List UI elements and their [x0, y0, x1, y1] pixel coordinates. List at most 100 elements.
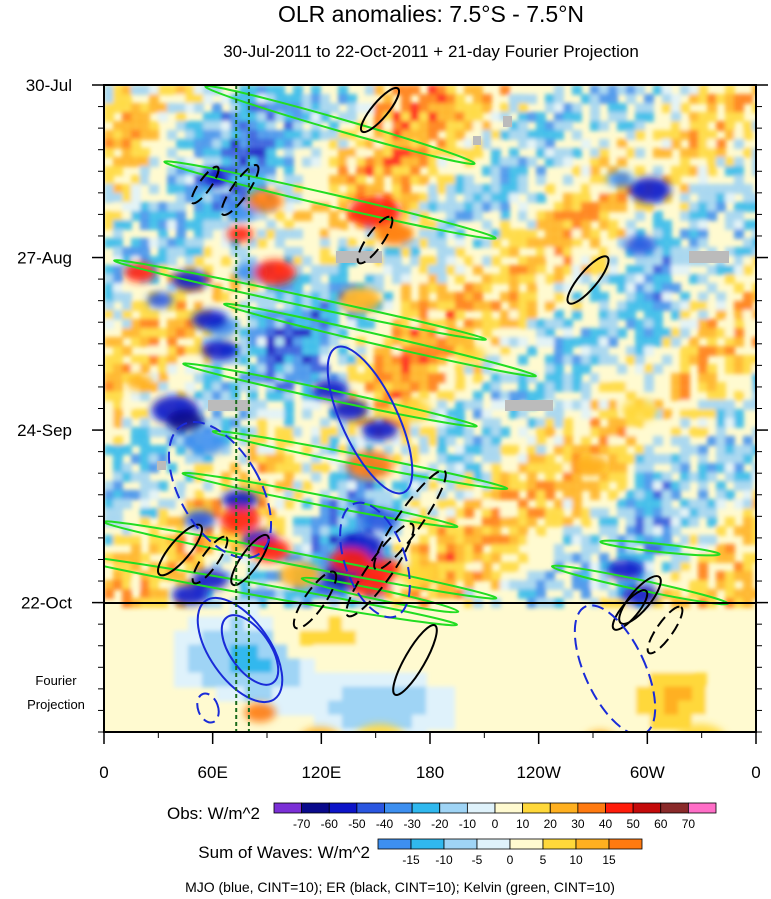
field-cell [122, 472, 132, 482]
projection-cell [188, 644, 203, 660]
projection-cell [314, 630, 329, 646]
field-cell [338, 148, 348, 158]
field-cell [149, 184, 159, 194]
field-cell [338, 175, 348, 185]
field-cell [392, 418, 402, 428]
field-cell [428, 121, 438, 131]
field-cell [419, 481, 429, 491]
field-cell [194, 166, 204, 176]
field-cell [383, 256, 393, 266]
field-cell [122, 283, 132, 293]
field-cell [518, 292, 528, 302]
field-cell [689, 535, 699, 545]
field-cell [464, 202, 474, 212]
field-cell [329, 517, 339, 527]
field-cell [230, 355, 240, 365]
field-cell [599, 355, 609, 365]
colorbar-swatch [577, 802, 606, 814]
field-cell [680, 202, 690, 212]
field-cell [653, 301, 663, 311]
field-cell [257, 148, 267, 158]
field-cell [230, 247, 240, 257]
field-cell [536, 166, 546, 176]
field-cell [374, 184, 384, 194]
field-cell [248, 328, 258, 338]
field-cell [473, 436, 483, 446]
field-cell [275, 157, 285, 167]
field-cell [671, 427, 681, 437]
field-cell [590, 184, 600, 194]
field-cell [599, 553, 609, 563]
field-cell [653, 283, 663, 293]
projection-cell [412, 714, 427, 730]
field-cell [338, 202, 348, 212]
mjo-contour [220, 614, 280, 686]
field-cell [248, 184, 258, 194]
field-cell [113, 103, 123, 113]
field-cell [671, 337, 681, 347]
field-cell [293, 229, 303, 239]
field-cell [239, 310, 249, 320]
field-cell [653, 85, 663, 95]
field-cell [599, 382, 609, 392]
projection-cell [692, 686, 707, 702]
field-cell [491, 463, 501, 473]
colorbar-label: 50 [626, 817, 640, 831]
field-cell [320, 427, 330, 437]
projection-cell [230, 616, 245, 632]
field-cell [392, 85, 402, 95]
field-cell [653, 238, 663, 248]
field-cell [437, 283, 447, 293]
field-cell [518, 256, 528, 266]
field-cell [473, 112, 483, 122]
field-cell [662, 220, 672, 230]
field-cell [266, 355, 276, 365]
field-cell [473, 193, 483, 203]
field-cell [455, 328, 465, 338]
field-cell [158, 112, 168, 122]
field-cell [428, 256, 438, 266]
field-cell [554, 148, 564, 158]
field-cell [527, 535, 537, 545]
field-cell [419, 355, 429, 365]
field-cell [374, 490, 384, 500]
field-cell [428, 355, 438, 365]
anomaly-blob [127, 374, 153, 391]
field-cell [662, 355, 672, 365]
field-cell [311, 265, 321, 275]
field-cell [230, 544, 240, 554]
field-cell [293, 589, 303, 599]
field-cell [446, 85, 456, 95]
field-cell [410, 310, 420, 320]
field-cell [473, 238, 483, 248]
colorbar-swatch [494, 802, 524, 814]
field-cell [662, 193, 672, 203]
field-cell [635, 508, 645, 518]
field-cell [158, 508, 168, 518]
field-cell [428, 94, 438, 104]
field-cell [662, 472, 672, 482]
field-cell [311, 400, 321, 410]
field-cell [446, 553, 456, 563]
field-cell [320, 229, 330, 239]
field-cell [572, 211, 582, 221]
field-cell [536, 544, 546, 554]
field-cell [707, 193, 717, 203]
field-cell [743, 202, 753, 212]
field-cell [401, 175, 411, 185]
field-cell [374, 382, 384, 392]
field-cell [257, 112, 267, 122]
field-cell [662, 562, 672, 572]
field-cell [401, 472, 411, 482]
field-cell [671, 454, 681, 464]
field-cell [689, 202, 699, 212]
field-cell [194, 463, 204, 473]
field-cell [608, 436, 618, 446]
field-cell [401, 292, 411, 302]
field-cell [662, 589, 672, 599]
field-cell [509, 184, 519, 194]
field-cell [149, 481, 159, 491]
field-cell [635, 499, 645, 509]
field-cell [527, 454, 537, 464]
projection-cell [314, 672, 329, 688]
